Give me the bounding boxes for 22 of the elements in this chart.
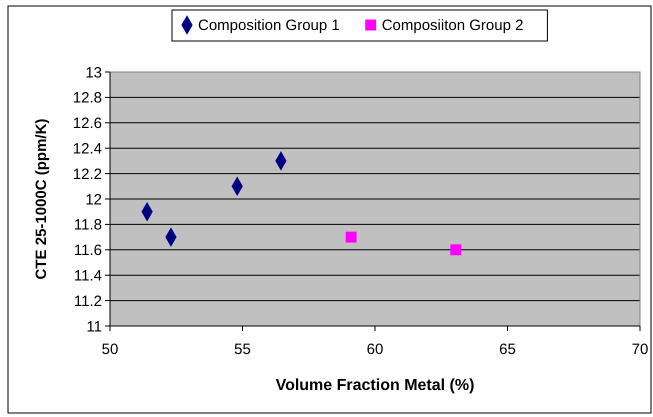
y-tick-label: 12 xyxy=(85,191,102,208)
x-tick-label: 55 xyxy=(234,341,251,358)
legend-label: Composition Group 1 xyxy=(198,17,340,34)
y-tick-label: 11.4 xyxy=(74,267,102,284)
legend-label: Composiiton Group 2 xyxy=(382,17,524,34)
y-tick-label: 12.2 xyxy=(72,166,102,183)
y-tick-label: 11.6 xyxy=(74,242,102,260)
x-axis-title: Volume Fraction Metal (%) xyxy=(276,377,474,394)
y-tick-label: 11.8 xyxy=(74,216,102,234)
point xyxy=(346,232,357,243)
y-tick-label: 11.2 xyxy=(74,292,102,310)
x-tick-label: 70 xyxy=(632,341,648,358)
x-tick-label: 50 xyxy=(102,341,118,358)
y-tick-label: 12.6 xyxy=(72,115,102,132)
y-axis-title: CTE 25-1000C (ppm/K) xyxy=(33,118,50,280)
y-tick-label: 12.8 xyxy=(72,90,102,107)
y-tick-label: 11 xyxy=(86,318,102,336)
point xyxy=(450,244,462,256)
x-tick-label: 60 xyxy=(366,341,384,358)
y-tick-label: 12.4 xyxy=(72,140,102,158)
x-tick-label: 65 xyxy=(499,341,516,358)
y-tick-label: 13 xyxy=(85,64,102,82)
